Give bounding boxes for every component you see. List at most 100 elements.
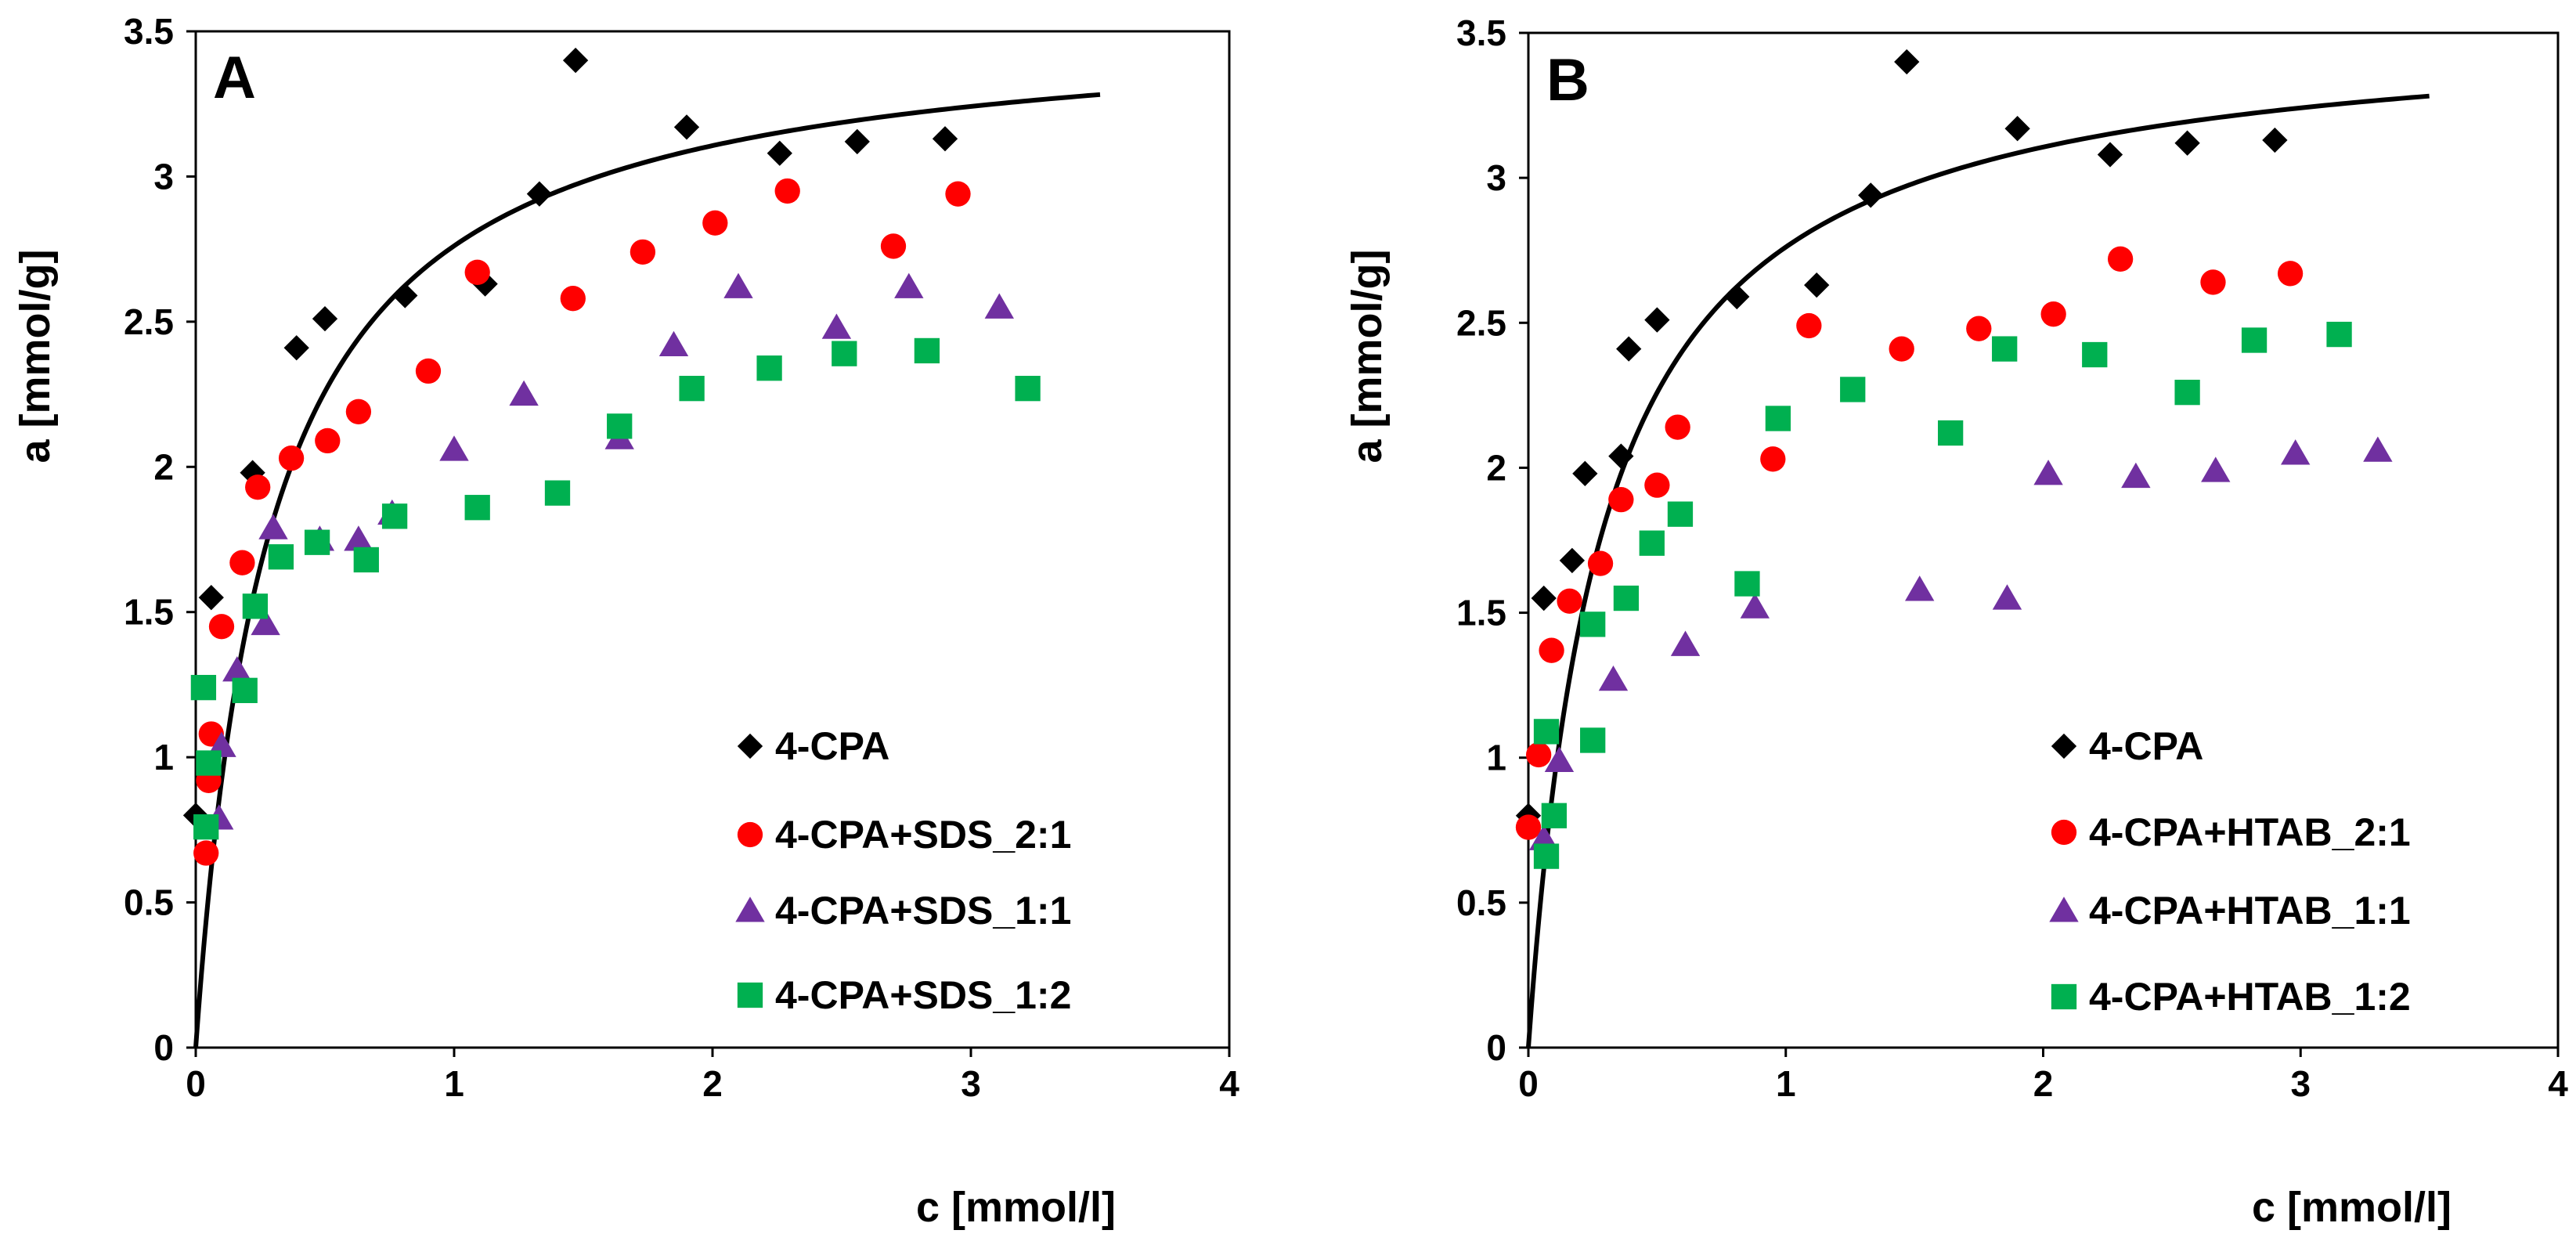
- data-point: [1992, 336, 2018, 362]
- data-point: [756, 355, 782, 381]
- legend-label: 4-CPA+SDS_1:1: [775, 889, 1071, 933]
- legend-symbol: [735, 896, 765, 922]
- data-point: [2040, 301, 2066, 327]
- data-point: [258, 514, 288, 539]
- data-point: [315, 427, 341, 454]
- data-point: [2201, 456, 2231, 482]
- data-point: [1905, 575, 1935, 601]
- data-point: [658, 330, 689, 357]
- data-point: [630, 239, 656, 265]
- data-point: [1644, 472, 1670, 498]
- data-point: [1858, 182, 1884, 208]
- legend-label: 4-CPA+HTAB_1:1: [2089, 889, 2411, 933]
- x-tick-label: 2: [2033, 1063, 2054, 1104]
- x-tick-label: 4: [1219, 1063, 1239, 1104]
- y-tick-label: 3.5: [124, 11, 174, 52]
- data-point: [844, 128, 870, 155]
- y-tick-label: 0: [1486, 1027, 1506, 1068]
- data-point: [1572, 460, 1598, 486]
- data-point: [283, 335, 309, 361]
- x-tick-label: 3: [2290, 1063, 2311, 1104]
- legend-symbol: [2051, 733, 2077, 759]
- x-tick-label: 1: [1776, 1063, 1796, 1104]
- data-point: [353, 547, 379, 573]
- y-tick-label: 2.5: [124, 301, 174, 342]
- data-point: [464, 495, 490, 521]
- legend-label: 4-CPA: [775, 724, 889, 768]
- data-point: [312, 305, 338, 332]
- legend-label: 4-CPA+HTAB_1:2: [2089, 975, 2411, 1019]
- data-point: [2280, 439, 2311, 465]
- data-point: [526, 181, 553, 207]
- data-point: [2033, 460, 2063, 485]
- data-point: [229, 550, 255, 575]
- data-point: [2174, 380, 2200, 406]
- data-point: [381, 503, 408, 529]
- panel-a-points: [182, 47, 1041, 866]
- data-point: [242, 593, 269, 619]
- x-tick-label: 1: [444, 1063, 464, 1104]
- data-point: [1531, 585, 1557, 611]
- data-point: [1526, 741, 1552, 768]
- data-point: [1533, 719, 1560, 745]
- data-point: [345, 399, 372, 424]
- data-point: [1541, 803, 1568, 828]
- data-point: [1015, 376, 1041, 402]
- data-point: [1667, 501, 1694, 527]
- data-point: [415, 358, 442, 384]
- legend-marker: [2049, 896, 2079, 922]
- data-point: [268, 544, 294, 570]
- y-tick-label: 0.5: [1456, 882, 1506, 923]
- data-point: [1616, 336, 1642, 362]
- data-point: [1894, 49, 1920, 75]
- legend-marker: [2051, 819, 2077, 846]
- data-point: [1724, 283, 1750, 310]
- data-point: [193, 814, 219, 840]
- data-point: [723, 272, 753, 298]
- data-point: [1665, 414, 1690, 440]
- panel-a-fit-layer: [193, 92, 1101, 1048]
- panel-b-legend: 4-CPA 4-CPA+HTAB_2:1 4-CPA+HTAB_1:1 4-CP…: [2049, 724, 2411, 1019]
- x-tick-label: 2: [702, 1063, 723, 1104]
- data-point: [1734, 571, 1760, 597]
- data-point: [1587, 550, 1614, 576]
- y-tick-label: 3: [1486, 157, 1506, 198]
- data-point: [914, 337, 940, 364]
- data-point: [2082, 341, 2108, 368]
- y-tick-label: 2.5: [1456, 302, 1506, 343]
- data-point: [774, 178, 800, 204]
- data-point: [2363, 436, 2393, 462]
- data-point: [2277, 261, 2304, 287]
- data-point: [1608, 487, 1634, 513]
- data-point: [193, 840, 219, 866]
- data-point: [821, 313, 852, 339]
- data-point: [278, 446, 305, 471]
- y-tick-label: 1: [1486, 738, 1506, 778]
- legend-label: 4-CPA+HTAB_2:1: [2089, 810, 2411, 854]
- x-tick-label: 3: [961, 1063, 981, 1104]
- y-tick-label: 1.5: [1456, 593, 1506, 633]
- data-point: [1765, 406, 1791, 431]
- data-point: [198, 585, 224, 611]
- data-point: [344, 525, 373, 551]
- data-point: [1740, 593, 1770, 619]
- data-point: [464, 259, 490, 285]
- data-point: [1670, 630, 1701, 656]
- data-point: [2097, 142, 2123, 168]
- data-point: [880, 233, 907, 259]
- data-point: [1533, 843, 1560, 869]
- data-point: [984, 293, 1014, 319]
- legend-symbol: [737, 982, 763, 1008]
- data-point: [1544, 746, 1575, 772]
- legend-marker: [737, 733, 763, 759]
- data-point: [232, 677, 258, 703]
- legend-symbol: [737, 821, 763, 848]
- data-point: [1639, 530, 1665, 556]
- data-point: [2326, 321, 2352, 348]
- data-point: [1539, 637, 1564, 663]
- series-circle: [1515, 246, 2304, 840]
- data-point: [2004, 116, 2030, 142]
- data-point: [673, 114, 700, 140]
- panel-a-axes: 0 1 2 3 4 0 0.5 1 1.5 2 2.5 3 3.5: [124, 11, 1239, 1104]
- data-point: [208, 614, 235, 640]
